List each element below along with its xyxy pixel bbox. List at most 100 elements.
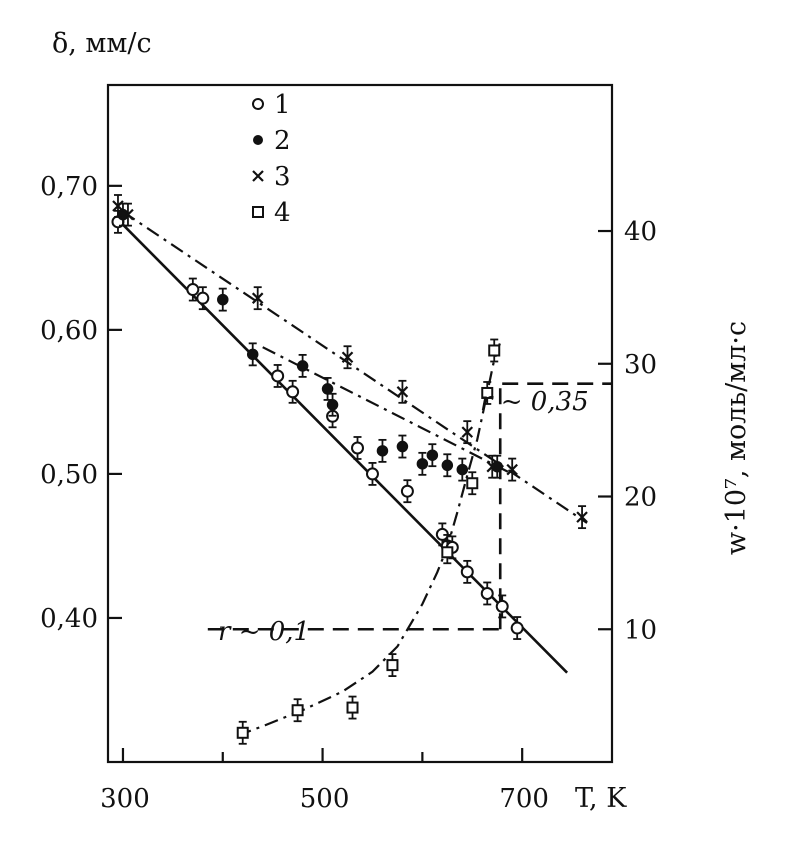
marker-filled-circle: [321, 383, 334, 395]
data-point-series-3: [506, 457, 518, 482]
marker-open-circle: [510, 621, 524, 635]
data-point-series-1: [495, 594, 509, 619]
data-point-series-1: [480, 581, 494, 606]
marker-open-square: [346, 701, 359, 714]
axes-frame-group: [106, 83, 614, 764]
data-point-series-2: [396, 434, 409, 459]
data-point-series-1: [351, 436, 365, 460]
right-axis-tick-label: 30: [624, 350, 657, 380]
legend-marker-open-circle: [252, 98, 264, 110]
marker-open-square: [466, 477, 479, 490]
legend-label: 1: [274, 90, 291, 120]
data-point-series-1: [400, 479, 414, 504]
marker-filled-circle: [426, 449, 439, 461]
data-point-series-2: [246, 342, 259, 367]
left-axis-tick-label: 0,60: [40, 316, 98, 346]
data-point-series-3: [341, 345, 354, 370]
data-point-series-4: [481, 381, 494, 405]
left-axis-tick-label: 0,40: [40, 604, 98, 634]
marker-filled-circle: [456, 463, 469, 476]
marker-open-square: [236, 726, 249, 739]
data-point-series-1: [460, 559, 474, 584]
data-point-series-2: [296, 353, 309, 378]
data-point-series-2: [326, 392, 339, 417]
marker-cross-stroke: [396, 386, 409, 398]
right-axis-tick-label: 20: [624, 483, 657, 513]
data-points-group: [111, 194, 588, 745]
data-point-series-1: [365, 462, 379, 486]
data-point-series-2: [441, 453, 454, 478]
marker-open-square: [481, 386, 494, 399]
right-axis-tick-label: 40: [624, 217, 657, 247]
marker-cross-stroke: [576, 511, 588, 523]
x-axis-tick-label: 700: [499, 784, 549, 814]
data-point-series-1: [186, 277, 200, 302]
marker-open-square: [386, 659, 399, 672]
data-point-series-4: [466, 471, 479, 496]
marker-filled-circle: [326, 399, 339, 411]
plot-frame: [106, 83, 614, 764]
marker-cross-stroke: [461, 426, 474, 438]
marker-open-circle: [480, 586, 494, 600]
data-point-series-4: [488, 338, 501, 363]
legend-entry: 4: [252, 198, 291, 228]
legend-entry: 2: [253, 126, 291, 156]
marker-cross-stroke: [122, 208, 134, 221]
right-axis-label: w·10⁷, моль/мл·с: [721, 321, 752, 555]
marker-filled-circle: [396, 440, 409, 453]
data-point-series-1: [271, 364, 285, 388]
marker-open-circle: [286, 385, 300, 399]
data-point-series-3: [251, 286, 264, 311]
marker-open-square: [441, 546, 454, 559]
marker-filled-circle: [246, 348, 259, 361]
marker-filled-circle: [416, 458, 429, 470]
marker-open-circle: [400, 484, 414, 498]
data-point-series-2: [416, 451, 429, 476]
marker-cross-stroke: [341, 351, 354, 364]
fit-line-series-4: [237, 342, 502, 737]
marker-open-square: [291, 704, 304, 717]
legend: 1 2 3 4: [252, 90, 291, 228]
data-point-series-3: [486, 454, 499, 479]
fit-line-series-3: [122, 210, 588, 524]
legend-marker-open-square: [252, 206, 264, 218]
legend-label: 4: [274, 198, 291, 228]
marker-cross-stroke: [251, 292, 264, 304]
marker-filled-circle: [441, 459, 454, 472]
right-axis-tick-label: 10: [624, 615, 657, 645]
data-point-series-4: [441, 540, 454, 565]
legend-entry: 1: [252, 90, 291, 120]
left-axis-label: δ, мм/с: [52, 28, 152, 59]
data-point-series-4: [291, 698, 304, 723]
left-axis-tick-label: 0,50: [40, 460, 98, 490]
left-axis-tick-label: 0,70: [40, 172, 98, 202]
legend-label: 3: [274, 162, 291, 192]
data-point-series-3: [461, 420, 474, 445]
marker-open-circle: [351, 441, 365, 455]
data-point-series-2: [426, 443, 439, 468]
marker-open-circle: [186, 283, 200, 297]
marker-open-circle: [495, 599, 509, 613]
data-point-series-4: [386, 653, 399, 677]
legend-marker-cross: [252, 170, 264, 182]
data-point-series-3: [122, 202, 134, 227]
data-point-series-2: [376, 438, 389, 463]
data-point-series-1: [196, 286, 210, 311]
data-point-series-1: [286, 379, 300, 404]
marker-filled-circle: [217, 293, 229, 306]
marker-open-circle: [365, 467, 379, 481]
data-point-series-2: [321, 377, 334, 401]
data-point-series-2: [456, 457, 469, 482]
annotation-r-0-1: r ~ 0,1: [218, 617, 310, 647]
data-point-series-2: [217, 287, 229, 312]
data-point-series-4: [346, 695, 359, 720]
marker-filled-circle: [296, 360, 309, 372]
marker-open-square: [488, 344, 501, 357]
fit-line-series-2: [262, 346, 513, 475]
x-axis-label: T, K: [575, 783, 627, 814]
data-point-series-4: [236, 720, 249, 745]
x-axis-tick-label: 500: [300, 784, 350, 814]
legend-label: 2: [274, 126, 291, 156]
data-point-series-1: [510, 616, 524, 640]
